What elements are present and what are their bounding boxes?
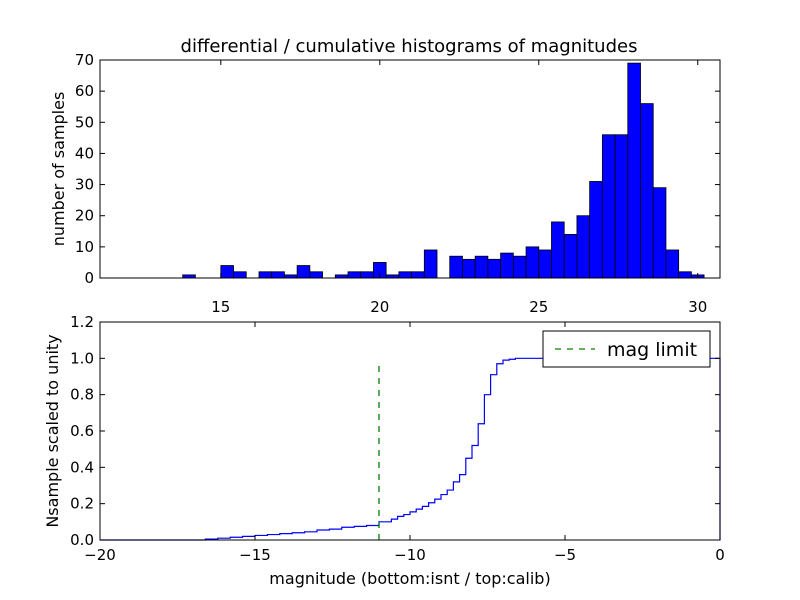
histogram-bar xyxy=(627,62,641,279)
histogram-bar xyxy=(220,265,234,279)
histogram-bar xyxy=(360,271,374,279)
legend-mag-limit-label: mag limit xyxy=(607,339,697,361)
top-histogram-panel: differential / cumulative histograms of … xyxy=(49,36,721,316)
histogram-bar xyxy=(665,249,680,279)
y-tick-label: 0.0 xyxy=(70,531,94,549)
histogram-bar xyxy=(652,187,667,279)
histogram-bar xyxy=(449,255,463,279)
histogram-bar xyxy=(500,252,514,279)
y-tick-label: 20 xyxy=(75,207,94,225)
histogram-bar xyxy=(601,134,616,279)
bottom-axes-frame xyxy=(99,321,721,541)
histogram-bar xyxy=(233,271,247,279)
y-tick-label: 0.6 xyxy=(70,422,94,440)
histogram-bar xyxy=(474,255,489,279)
bottom-axis-ticks: 0.0 0.2 0.4 0.6 0.8 1.0 1.2 −20 −15 −10 −5 0 xyxy=(70,313,725,564)
histogram-bar xyxy=(576,215,591,279)
histogram-bar xyxy=(589,181,603,279)
histogram-bar xyxy=(296,265,311,279)
histogram-bar xyxy=(487,258,502,279)
x-tick-label: −5 xyxy=(554,546,576,564)
x-tick-label: 20 xyxy=(370,298,389,316)
bottom-series xyxy=(100,357,721,541)
x-tick-label: 0 xyxy=(715,546,725,564)
y-tick-label: 1.2 xyxy=(70,313,94,331)
bottom-x-axis-label: magnitude (bottom:isnt / top:calib) xyxy=(269,569,550,588)
histogram-bar xyxy=(538,249,552,279)
histogram-bar xyxy=(678,271,692,279)
histogram-bar xyxy=(563,233,578,279)
chart-title: differential / cumulative histograms of … xyxy=(181,36,638,57)
y-tick-label: 60 xyxy=(75,82,94,100)
histogram-bar xyxy=(551,221,565,279)
x-tick-label: 30 xyxy=(688,298,707,316)
top-y-axis-label: number of samples xyxy=(49,92,68,247)
x-tick-label: −10 xyxy=(394,546,426,564)
cumulative-step-line xyxy=(100,357,721,541)
y-tick-label: 0.4 xyxy=(70,458,94,476)
histogram-bar xyxy=(271,271,285,279)
top-bars xyxy=(182,62,705,279)
histogram-bar xyxy=(525,246,540,279)
histogram-bar xyxy=(309,271,323,279)
histogram-bar xyxy=(398,271,412,279)
bottom-cumulative-panel: magnitude (bottom:isnt / top:calib) Nsam… xyxy=(43,313,725,588)
legend: mag limit xyxy=(542,330,711,368)
y-tick-label: 30 xyxy=(75,176,94,194)
y-tick-label: 0 xyxy=(84,269,94,287)
histogram-bar xyxy=(411,271,425,279)
y-tick-label: 0.2 xyxy=(70,495,94,513)
bottom-y-axis-label: Nsample scaled to unity xyxy=(43,334,62,527)
histogram-bar xyxy=(462,258,476,279)
x-tick-label: −20 xyxy=(84,546,116,564)
histogram-bar xyxy=(258,271,273,279)
y-tick-label: 40 xyxy=(75,144,94,162)
y-tick-label: 10 xyxy=(75,238,94,256)
histogram-bar xyxy=(347,271,362,279)
y-tick-label: 0.8 xyxy=(70,386,94,404)
y-tick-label: 1.0 xyxy=(70,349,94,367)
x-tick-label: 15 xyxy=(211,298,230,316)
y-tick-label: 50 xyxy=(75,113,94,131)
x-tick-label: 25 xyxy=(529,298,548,316)
histogram-bar xyxy=(640,103,654,279)
histogram-bar xyxy=(512,255,527,279)
histogram-bar xyxy=(614,134,629,279)
histogram-bar xyxy=(423,249,438,279)
y-tick-label: 70 xyxy=(75,51,94,69)
x-tick-label: −15 xyxy=(239,546,271,564)
top-axes-frame xyxy=(99,59,721,279)
